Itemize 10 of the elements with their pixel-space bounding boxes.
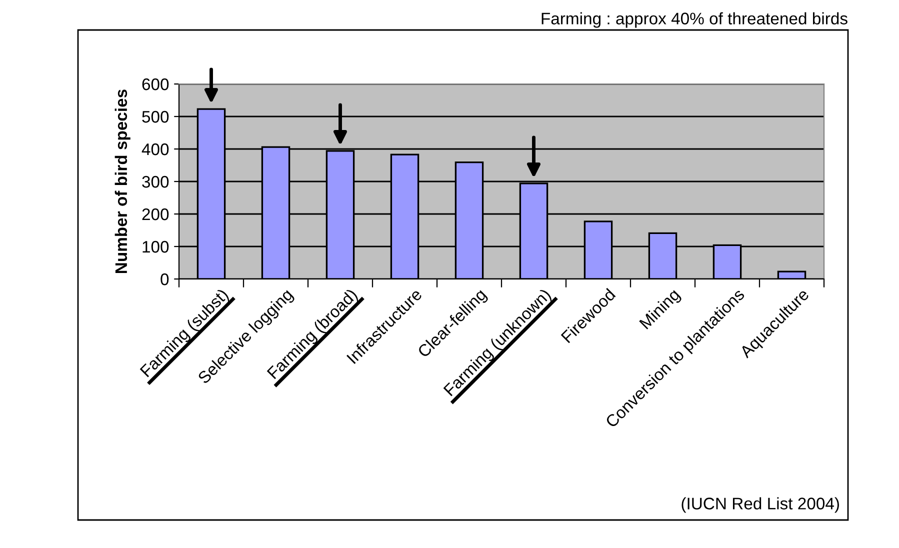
y-tick-label: 400 bbox=[142, 143, 169, 156]
y-axis-title: Number of bird species bbox=[114, 90, 130, 273]
text: (IUCN Red List 2004) bbox=[682, 497, 839, 513]
y-tick-label: 600 bbox=[142, 78, 169, 90]
y-tick-label: 300 bbox=[142, 176, 169, 188]
chart-title: Farming : approx 40% of threatened birds bbox=[542, 12, 848, 28]
y-tick-label: 0 bbox=[160, 273, 169, 286]
y-tick-label: 100 bbox=[142, 240, 169, 253]
y-tick-label: 200 bbox=[142, 208, 169, 220]
y-tick-label: 500 bbox=[142, 110, 169, 123]
